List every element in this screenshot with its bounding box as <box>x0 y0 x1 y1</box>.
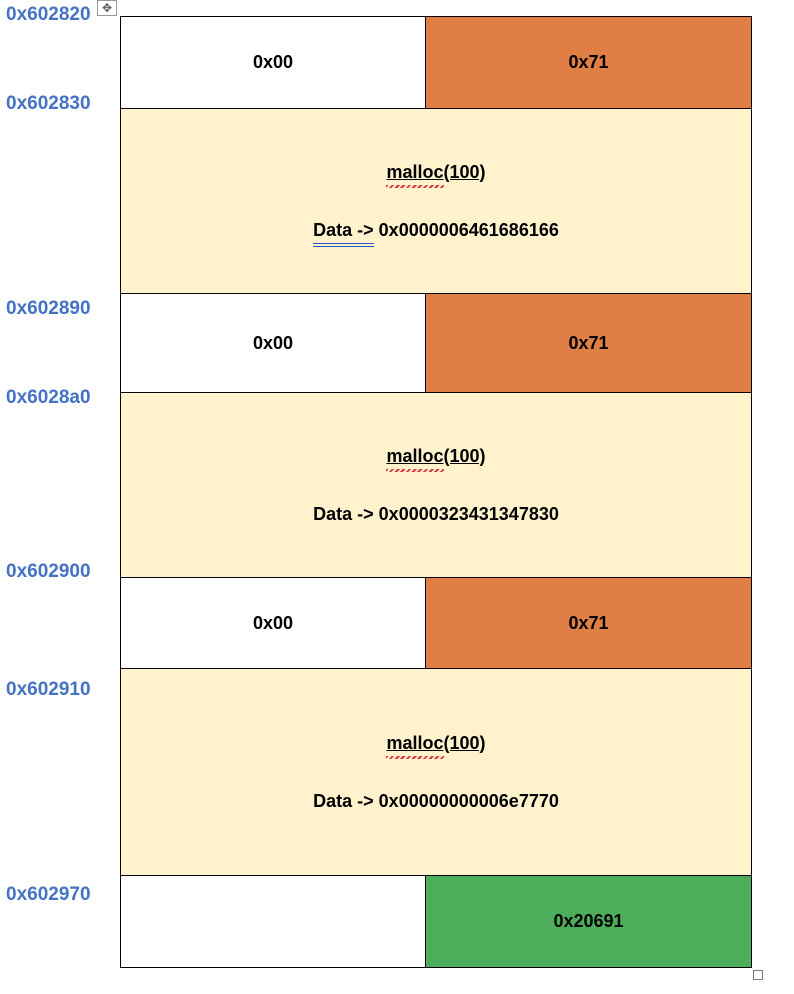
address-label: 0x602830 <box>6 93 91 114</box>
data-line: Data -> 0x00000000006e7770 <box>313 791 559 812</box>
size-cell[interactable]: 0x71 <box>425 578 752 668</box>
chunk-data-cell[interactable]: malloc(100) Data -> 0x0000323431347830 <box>120 393 752 577</box>
malloc-call: malloc(100) <box>386 161 486 188</box>
malloc-argument: (100) <box>443 161 486 182</box>
chunk-data-row: malloc(100) Data -> 0x0000006461686166 <box>120 109 752 294</box>
top-prev-size-cell[interactable] <box>120 876 425 967</box>
malloc-argument: (100) <box>443 445 486 466</box>
prev-size-cell[interactable]: 0x00 <box>120 578 425 668</box>
top-chunk-row: 0x20691 <box>120 876 752 968</box>
chunk-data-cell[interactable]: malloc(100) Data -> 0x0000006461686166 <box>120 109 752 293</box>
address-label: 0x602890 <box>6 298 91 319</box>
address-label: 0x6028a0 <box>6 387 91 408</box>
address-label: 0x602820 <box>6 4 91 25</box>
data-value: 0x0000006461686166 <box>378 219 559 240</box>
resize-square-icon[interactable] <box>753 970 763 980</box>
data-label: Data -> <box>313 790 374 811</box>
data-label: Data -> <box>313 219 374 247</box>
malloc-call: malloc(100) <box>386 445 486 472</box>
heap-layout-table: 0x00 0x71 malloc(100) Data -> 0x00000064… <box>120 16 752 968</box>
top-size-cell[interactable]: 0x20691 <box>425 876 752 967</box>
chunk-header-row: 0x00 0x71 <box>120 17 752 109</box>
data-line: Data -> 0x0000323431347830 <box>313 504 559 525</box>
data-value: 0x00000000006e7770 <box>378 790 559 811</box>
address-label: 0x602910 <box>6 679 91 700</box>
address-label: 0x602970 <box>6 884 91 905</box>
prev-size-cell[interactable]: 0x00 <box>120 17 425 108</box>
chunk-header-row: 0x00 0x71 <box>120 578 752 669</box>
data-line: Data -> 0x0000006461686166 <box>313 219 559 247</box>
malloc-function-name: malloc <box>386 445 444 472</box>
chunk-header-row: 0x00 0x71 <box>120 294 752 393</box>
malloc-argument: (100) <box>443 732 486 753</box>
data-label: Data -> <box>313 503 374 524</box>
chunk-data-row: malloc(100) Data -> 0x00000000006e7770 <box>120 669 752 876</box>
data-value: 0x0000323431347830 <box>378 503 559 524</box>
size-cell[interactable]: 0x71 <box>425 294 752 392</box>
malloc-call: malloc(100) <box>386 732 486 759</box>
prev-size-cell[interactable]: 0x00 <box>120 294 425 392</box>
move-cross-icon: ✥ <box>101 1 113 15</box>
size-cell[interactable]: 0x71 <box>425 17 752 108</box>
malloc-function-name: malloc <box>386 732 444 759</box>
table-move-handle[interactable]: ✥ <box>97 0 117 16</box>
chunk-data-cell[interactable]: malloc(100) Data -> 0x00000000006e7770 <box>120 669 752 875</box>
malloc-function-name: malloc <box>386 161 444 188</box>
address-label: 0x602900 <box>6 561 91 582</box>
chunk-data-row: malloc(100) Data -> 0x0000323431347830 <box>120 393 752 578</box>
